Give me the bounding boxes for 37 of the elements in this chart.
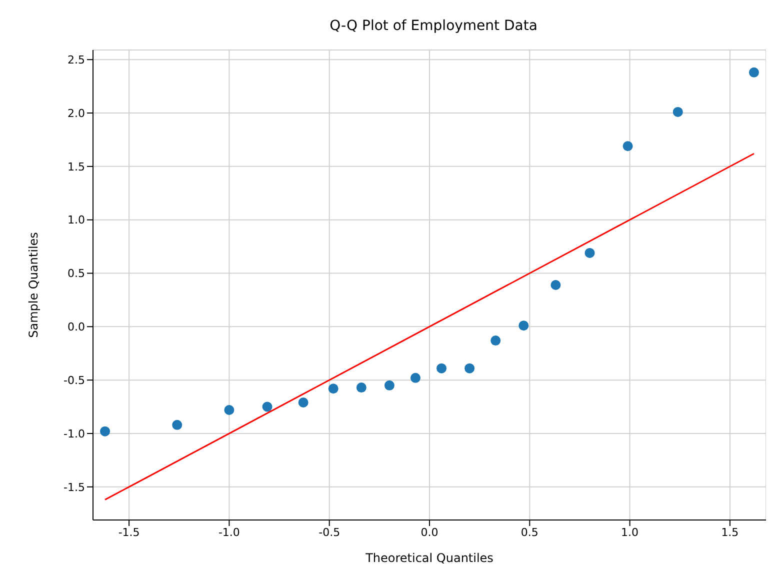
x-axis-title: Theoretical Quantiles [364,551,494,565]
y-tick-label: 0.0 [68,320,85,334]
point [100,426,110,436]
point [550,280,561,290]
y-tick-label: 2.5 [68,54,85,67]
y-tick-label: -1.0 [64,427,85,440]
point [622,141,633,152]
point [436,363,447,374]
x-tick-label: 0.5 [520,526,538,539]
x-tick-label: 1.5 [721,526,739,539]
point [518,320,529,331]
point [490,336,501,346]
point [748,67,759,78]
y-tick-label: 1.5 [68,160,85,174]
y-tick-label: -0.5 [64,374,85,387]
point [384,380,394,390]
y-axis-title: Sample Quantiles [26,232,40,338]
point [410,372,420,383]
point [262,402,272,412]
x-tick-label: -1.0 [218,526,240,539]
x-tick-label: 1.0 [621,526,639,539]
point [172,420,182,430]
y-tick-label: -1.5 [64,480,85,494]
point [328,384,338,394]
point [298,398,308,408]
y-tick-label: 0.5 [68,267,85,280]
point [224,404,234,415]
x-tick-label: -1.5 [118,526,140,539]
y-tick-label: 1.0 [68,214,85,227]
point [464,363,475,374]
point [584,248,595,258]
x-tick-label: -0.5 [318,526,340,539]
chart-title: Q-Q Plot of Employment Data [328,18,538,34]
x-tick-label: 0.0 [420,526,438,539]
point [356,382,366,393]
point [672,106,683,117]
y-tick-label: 2.0 [68,106,85,120]
